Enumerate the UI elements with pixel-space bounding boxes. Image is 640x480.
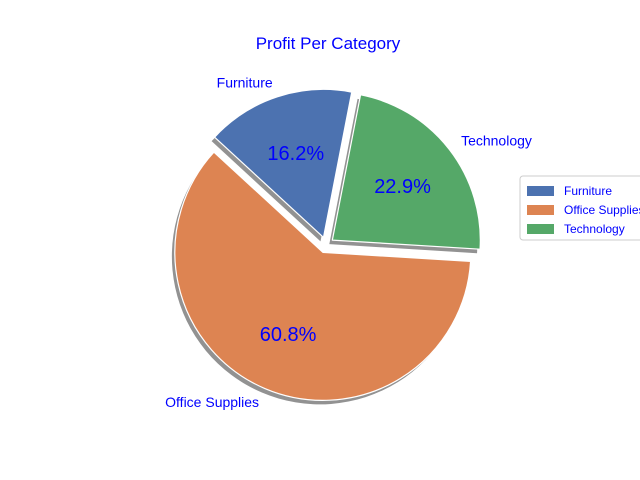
category-label-technology: Technology	[461, 132, 532, 148]
legend: Furniture Office Supplies Technology	[519, 175, 640, 241]
category-label-office-supplies: Office Supplies	[165, 394, 259, 410]
category-labels: Furniture Office Supplies Technology	[165, 75, 532, 410]
legend-swatch-furniture	[527, 186, 554, 196]
legend-swatch-technology	[527, 224, 554, 234]
slices	[174, 88, 481, 401]
legend-swatch-office-supplies	[527, 205, 554, 215]
percent-labels: 16.2% 60.8% 22.9%	[260, 143, 431, 346]
chart-title: Profit Per Category	[256, 34, 401, 53]
category-label-furniture: Furniture	[217, 75, 273, 91]
legend-label-technology: Technology	[564, 222, 625, 236]
legend-label-furniture: Furniture	[564, 184, 612, 198]
slice-technology	[331, 94, 481, 250]
percent-label-office-supplies: 60.8%	[260, 324, 317, 346]
slice-furniture	[213, 88, 353, 238]
slice-office-supplies	[174, 151, 472, 401]
legend-label-office-supplies: Office Supplies	[564, 203, 640, 217]
percent-label-furniture: 16.2%	[267, 143, 324, 165]
percent-label-technology: 22.9%	[374, 176, 431, 198]
